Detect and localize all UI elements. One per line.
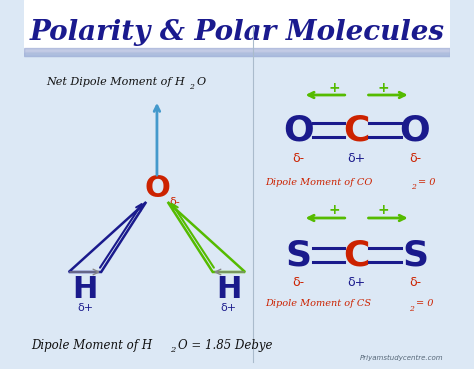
Text: Net Dipole Moment of H: Net Dipole Moment of H <box>46 77 185 87</box>
Text: O = 1.85 Debye: O = 1.85 Debye <box>178 338 272 352</box>
Text: Dipole Moment of CS: Dipole Moment of CS <box>265 300 371 308</box>
Text: Polarity & Polar Molecules: Polarity & Polar Molecules <box>29 18 445 45</box>
Text: H: H <box>73 276 98 304</box>
Text: O: O <box>283 113 313 147</box>
Text: +: + <box>378 203 390 217</box>
Text: = 0: = 0 <box>418 177 435 186</box>
Text: C: C <box>344 238 370 272</box>
Text: S: S <box>402 238 428 272</box>
Bar <box>24 48 450 56</box>
Text: δ-: δ- <box>170 197 180 207</box>
Bar <box>24 56 450 369</box>
Text: Dipole Moment of H: Dipole Moment of H <box>31 338 152 352</box>
Text: H: H <box>216 276 242 304</box>
Text: δ-: δ- <box>409 276 421 290</box>
Text: δ-: δ- <box>409 152 421 165</box>
Text: Priyamstudycentre.com: Priyamstudycentre.com <box>359 355 443 361</box>
Text: δ+: δ+ <box>221 303 237 313</box>
Text: = 0: = 0 <box>416 300 434 308</box>
Text: δ-: δ- <box>292 276 304 290</box>
Text: δ+: δ+ <box>347 276 366 290</box>
Text: S: S <box>285 238 311 272</box>
Text: δ+: δ+ <box>347 152 366 165</box>
Bar <box>24 0 450 52</box>
Text: +: + <box>328 81 340 95</box>
Text: 2: 2 <box>171 346 176 354</box>
Text: C: C <box>344 113 370 147</box>
Text: 2: 2 <box>409 305 414 313</box>
Text: δ+: δ+ <box>77 303 93 313</box>
Text: +: + <box>328 203 340 217</box>
Text: 2: 2 <box>189 83 194 91</box>
Text: Dipole Moment of CO: Dipole Moment of CO <box>265 177 372 186</box>
Text: δ-: δ- <box>292 152 304 165</box>
Text: O: O <box>144 173 170 203</box>
Text: O: O <box>400 113 430 147</box>
Bar <box>24 52 450 56</box>
Text: +: + <box>378 81 390 95</box>
Text: 2: 2 <box>410 183 416 191</box>
Text: O: O <box>197 77 206 87</box>
